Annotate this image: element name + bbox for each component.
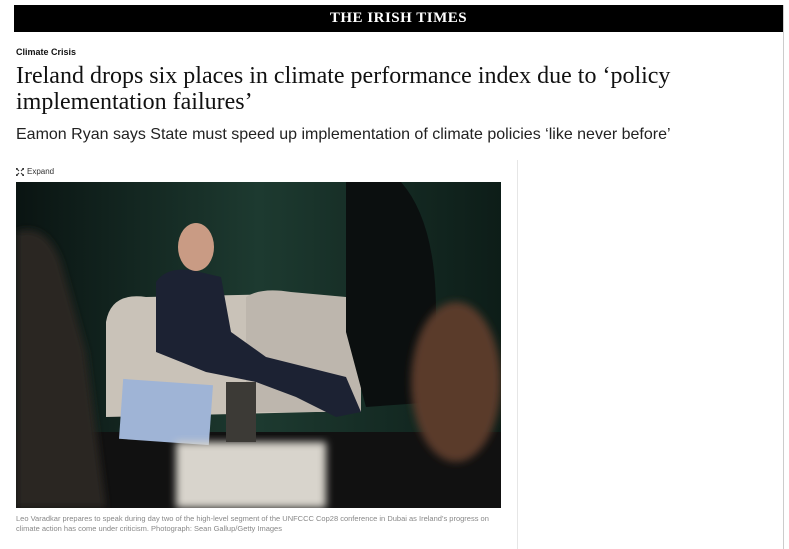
expand-icon xyxy=(16,168,24,176)
page: THE IRISH TIMES Climate Crisis Ireland d… xyxy=(0,0,789,549)
standfirst: Eamon Ryan says State must speed up impl… xyxy=(16,125,776,145)
masthead[interactable]: THE IRISH TIMES xyxy=(14,5,783,32)
photo-caption: Leo Varadkar prepares to speak during da… xyxy=(16,514,506,534)
divider xyxy=(783,5,784,549)
photo xyxy=(16,182,501,508)
section-label[interactable]: Climate Crisis xyxy=(16,47,76,57)
headline: Ireland drops six places in climate perf… xyxy=(16,63,756,115)
expand-button[interactable]: Expand xyxy=(16,167,54,176)
divider xyxy=(517,160,518,549)
expand-label: Expand xyxy=(27,167,54,176)
